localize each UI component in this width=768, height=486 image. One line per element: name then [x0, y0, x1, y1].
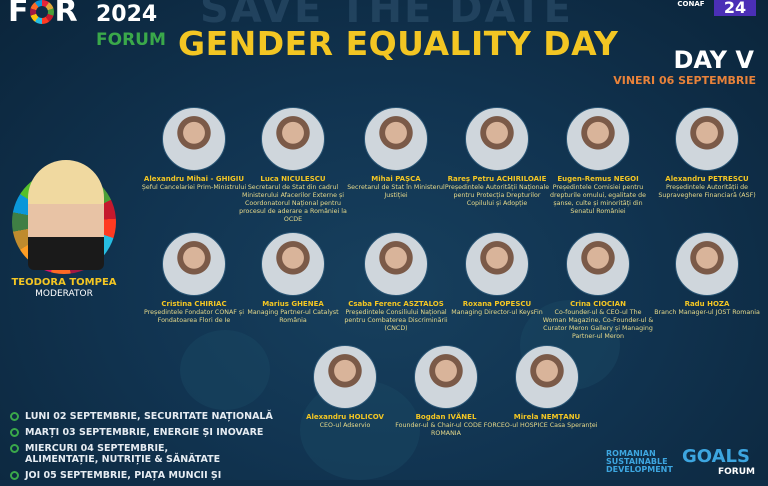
speaker-photo — [261, 107, 325, 171]
speaker-photo — [465, 107, 529, 171]
speaker-name: Marius GHENEA — [262, 300, 324, 308]
speaker-name: Alexandru Mihai - GHIGIU — [143, 175, 245, 183]
speaker-photo — [261, 232, 325, 296]
speaker-role: Secretarul de Stat din cadrul Ministerul… — [239, 184, 347, 223]
circle-bullet-icon — [10, 428, 19, 437]
speaker-card: Alexandru Mihai - GHIGIU Șeful Cancelarie… — [138, 107, 250, 192]
speaker-card: Roxana POPESCU Managing Director-ul KeysF… — [441, 232, 553, 317]
speaker-role: Președintele Consiliului Național pentru… — [344, 309, 448, 332]
speaker-role: Președintele Comisiei pentru drepturile … — [550, 184, 646, 215]
page-title: GENDER EQUALITY DAY — [178, 24, 619, 63]
speaker-name: Luca NICULESCU — [260, 175, 326, 183]
speaker-role: CEO-ul Adservio — [319, 422, 371, 429]
speaker-card: Cristina CHIRIAC Președintele Fondator CO… — [138, 232, 250, 325]
speaker-name: Mihai PAȘCA — [371, 175, 421, 183]
speaker-photo — [515, 345, 579, 409]
speaker-name: Crina CIOCIAN — [570, 300, 626, 308]
speaker-photo — [465, 232, 529, 296]
schedule-list: LUNI 02 SEPTEMBRIE, SECURITATE NAȚIONALĂ… — [10, 411, 273, 486]
speaker-card: Mirela NEMȚANU CEO-ul HOSPICE Casa Speran… — [491, 345, 603, 430]
speaker-name: Csaba Ferenc ASZTALOS — [348, 300, 444, 308]
speaker-name: Roxana POPESCU — [462, 300, 532, 308]
speaker-card: Marius GHENEA Managing Partner-ul Catalys… — [237, 232, 349, 325]
speaker-photo — [313, 345, 377, 409]
speaker-card: Csaba Ferenc ASZTALOS Președintele Consil… — [340, 232, 452, 333]
logo-year: 2024 — [96, 2, 158, 27]
tree-decoration — [180, 330, 270, 410]
speaker-name: Radu HOZA — [684, 300, 730, 308]
speaker-card: Eugen-Remus NEGOI Președintele Comisiei p… — [542, 107, 654, 216]
goals-logo: GOALS — [682, 446, 750, 467]
circle-bullet-icon — [10, 444, 19, 453]
save-the-date-background-text: SAVE THE DATE — [200, 0, 573, 32]
speaker-role: Președintele Autorității Naționale pentr… — [444, 184, 550, 207]
speaker-photo — [566, 232, 630, 296]
speaker-name: Rareș Petru ACHIRILOAIE — [447, 175, 547, 183]
speaker-role: Branch Manager-ul JOST Romania — [654, 309, 760, 316]
speaker-name: Alexandru HOLICOV — [306, 413, 384, 421]
schedule-item: JOI 05 SEPTEMBRIE, PIAȚA MUNCII ȘI — [10, 470, 273, 481]
conaf-logo: CONAF — [677, 0, 705, 8]
speaker-role: Founder-ul & Chair-ul CODE FOR ROMANIA — [395, 422, 497, 437]
event-date: VINERI 06 SEPTEMBRIE — [613, 74, 756, 87]
moderator-name: TEODORA TOMPEA — [11, 277, 117, 288]
speaker-photo — [364, 107, 428, 171]
circle-bullet-icon — [10, 412, 19, 421]
speaker-card: Bogdan IVĂNEL Founder-ul & Chair-ul CODE … — [390, 345, 502, 438]
day-label: DAY V — [673, 46, 754, 74]
speaker-role: Șeful Cancelariei Prim-Ministrului — [141, 184, 247, 191]
rsdg-logo-text: ROMANIAN SUSTAINABLE DEVELOPMENT — [606, 449, 673, 474]
speaker-name: Cristina CHIRIAC — [161, 300, 227, 308]
speaker-role: Co-founder-ul & CEO-ul The Woman Magazin… — [542, 309, 654, 340]
sdg-wheel-icon — [29, 0, 54, 24]
speaker-photo — [675, 232, 739, 296]
speaker-photo — [566, 107, 630, 171]
speaker-name: Alexandru PETRESCU — [665, 175, 749, 183]
moderator-role: MODERATOR — [35, 289, 93, 299]
speaker-card: Alexandru PETRESCU Președintele Autorităț… — [651, 107, 763, 200]
speaker-photo — [414, 345, 478, 409]
b24-logo: 24 — [714, 0, 756, 16]
schedule-item: MARȚI 03 SEPTEMBRIE, ENERGIE ȘI INOVARE — [10, 427, 273, 438]
speaker-card: Alexandru HOLICOV CEO-ul Adservio — [289, 345, 401, 430]
speaker-role: Managing Director-ul KeysFin — [451, 309, 543, 316]
speaker-card: Crina CIOCIAN Co-founder-ul & CEO-ul The … — [542, 232, 654, 341]
circle-bullet-icon — [10, 471, 19, 480]
speaker-name: Bogdan IVĂNEL — [415, 413, 477, 421]
logo-forum: FORUM — [96, 30, 166, 50]
speaker-card: Mihai PAȘCA Secretarul de Stat în Ministe… — [340, 107, 452, 200]
speaker-card: Luca NICULESCU Secretarul de Stat din cad… — [237, 107, 349, 224]
speaker-role: Președintele Fondator CONAF și Fondatoar… — [144, 309, 244, 324]
speaker-name: Mirela NEMȚANU — [513, 413, 581, 421]
speaker-name: Eugen-Remus NEGOI — [557, 175, 639, 183]
speaker-role: Secretarul de Stat în Ministerul Justiți… — [347, 184, 445, 199]
schedule-item: LUNI 02 SEPTEMBRIE, SECURITATE NAȚIONALĂ — [10, 411, 273, 422]
speaker-card: Rareș Petru ACHIRILOAIE Președintele Auto… — [441, 107, 553, 208]
speaker-role: Managing Partner-ul Catalyst România — [247, 309, 339, 324]
speaker-photo — [162, 232, 226, 296]
speaker-photo — [675, 107, 739, 171]
moderator-photo — [28, 160, 104, 270]
speaker-card: Radu HOZA Branch Manager-ul JOST Romania — [651, 232, 763, 317]
speaker-photo — [162, 107, 226, 171]
goals-forum-logo: FORUM — [718, 467, 755, 477]
speaker-role: Președintele Autorității de Supraveghere… — [658, 184, 756, 199]
speaker-role: CEO-ul HOSPICE Casa Speranței — [496, 422, 598, 429]
speaker-photo — [364, 232, 428, 296]
schedule-item: MIERCURI 04 SEPTEMBRIE, ALIMENTAȚIE, NUT… — [10, 443, 240, 465]
